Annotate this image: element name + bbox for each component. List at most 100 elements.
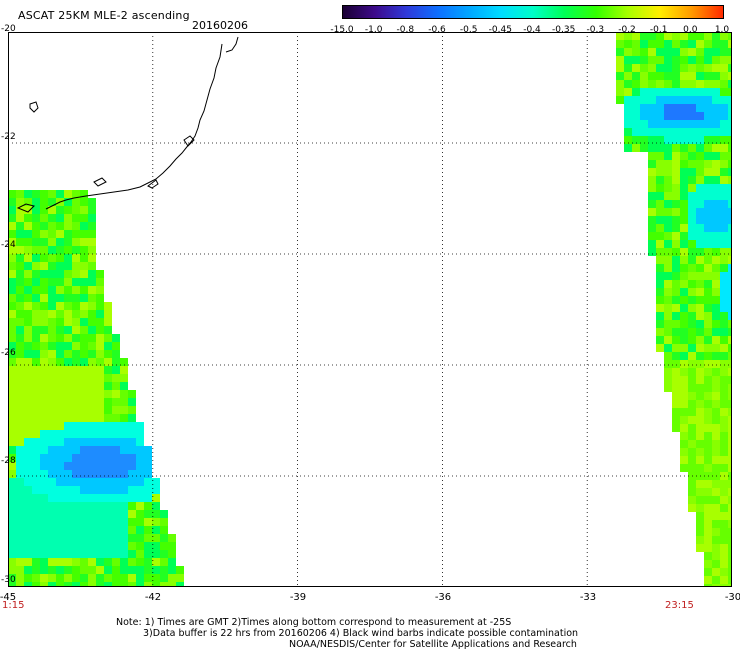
wind-pixel (712, 248, 720, 256)
wind-pixel (56, 438, 64, 446)
wind-pixel (16, 278, 24, 286)
wind-pixel (112, 422, 120, 430)
wind-pixel (64, 406, 72, 414)
wind-pixel (696, 136, 704, 144)
wind-pixel (656, 40, 664, 48)
wind-pixel (96, 358, 104, 366)
wind-pixel (664, 384, 672, 392)
wind-pixel (688, 128, 696, 136)
wind-pixel (8, 526, 16, 534)
wind-pixel (168, 558, 176, 566)
wind-pixel (40, 414, 48, 422)
wind-pixel (104, 454, 112, 462)
wind-pixel (704, 464, 712, 472)
wind-pixel (24, 222, 32, 230)
wind-pixel (672, 72, 680, 80)
wind-pixel (704, 48, 712, 56)
wind-pixel (104, 526, 112, 534)
wind-pixel (664, 128, 672, 136)
wind-pixel (664, 304, 672, 312)
wind-pixel (88, 238, 96, 246)
wind-pixel (64, 342, 72, 350)
wind-pixel (704, 120, 712, 128)
wind-pixel (16, 238, 24, 246)
wind-pixel (56, 342, 64, 350)
wind-pixel (72, 286, 80, 294)
wind-pixel (40, 462, 48, 470)
wind-pixel (680, 456, 688, 464)
wind-pixel (704, 536, 712, 544)
wind-pixel (64, 494, 72, 502)
wind-pixel (48, 318, 56, 326)
wind-pixel (680, 408, 688, 416)
wind-pixel (704, 368, 712, 376)
wind-pixel (8, 534, 16, 542)
wind-pixel (680, 352, 688, 360)
wind-pixel (624, 32, 632, 40)
wind-pixel (40, 374, 48, 382)
wind-pixel (96, 390, 104, 398)
wind-pixel (80, 262, 88, 270)
wind-pixel (32, 398, 40, 406)
wind-pixel (720, 304, 728, 312)
wind-pixel (144, 462, 152, 470)
wind-pixel (64, 430, 72, 438)
wind-pixel (712, 184, 720, 192)
wind-pixel (648, 80, 656, 88)
wind-pixel (704, 136, 712, 144)
wind-pixel (688, 176, 696, 184)
wind-pixel (120, 470, 128, 478)
wind-pixel (656, 248, 664, 256)
wind-pixel (688, 296, 696, 304)
wind-pixel (8, 294, 16, 302)
wind-pixel (624, 144, 632, 152)
wind-pixel (40, 198, 48, 206)
wind-pixel (144, 494, 152, 502)
wind-pixel (80, 494, 88, 502)
wind-pixel (704, 488, 712, 496)
wind-pixel (688, 392, 696, 400)
wind-pixel (672, 32, 680, 40)
wind-pixel (720, 568, 728, 576)
wind-pixel (72, 238, 80, 246)
wind-pixel (712, 208, 720, 216)
wind-pixel (144, 478, 152, 486)
wind-pixel (640, 32, 648, 40)
wind-pixel (40, 566, 48, 574)
wind-pixel (712, 408, 720, 416)
wind-pixel (688, 376, 696, 384)
wind-pixel (664, 120, 672, 128)
wind-pixel (720, 160, 728, 168)
wind-pixel (136, 470, 144, 478)
wind-pixel (48, 422, 56, 430)
wind-pixel (32, 494, 40, 502)
wind-pixel (80, 550, 88, 558)
wind-pixel (720, 360, 728, 368)
wind-pixel (688, 144, 696, 152)
wind-pixel (680, 416, 688, 424)
wind-pixel (152, 486, 160, 494)
wind-pixel (32, 214, 40, 222)
wind-pixel (680, 304, 688, 312)
wind-pixel (24, 566, 32, 574)
wind-pixel (168, 550, 176, 558)
x-axis-label: -33 (579, 592, 597, 603)
wind-pixel (96, 270, 104, 278)
wind-pixel (80, 366, 88, 374)
wind-pixel (32, 366, 40, 374)
wind-pixel (680, 448, 688, 456)
wind-pixel (656, 264, 664, 272)
wind-pixel (48, 238, 56, 246)
wind-pixel (712, 56, 720, 64)
wind-pixel (112, 566, 120, 574)
wind-pixel (632, 88, 640, 96)
wind-pixel (728, 472, 732, 480)
wind-pixel (688, 56, 696, 64)
wind-pixel (8, 246, 16, 254)
wind-pixel (72, 438, 80, 446)
wind-pixel (24, 350, 32, 358)
wind-pixel (728, 96, 732, 104)
wind-pixel (24, 550, 32, 558)
wind-pixel (8, 550, 16, 558)
wind-pixel (128, 526, 136, 534)
